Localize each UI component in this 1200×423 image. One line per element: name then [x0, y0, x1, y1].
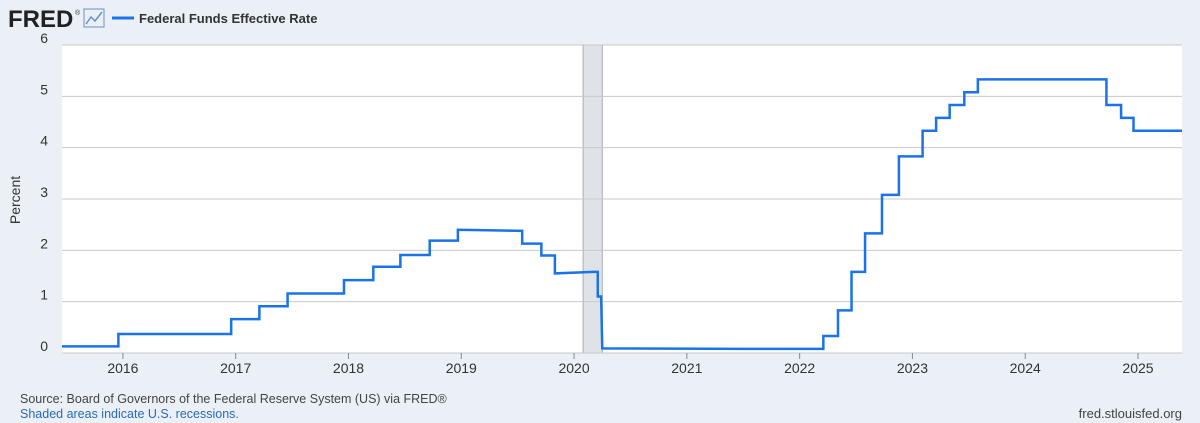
y-tick-label: 3 [40, 184, 48, 200]
logo-icon-line [85, 11, 103, 25]
source: Source: Board of Governors of the Federa… [20, 392, 448, 406]
x-tick-label: 2017 [220, 360, 251, 376]
y-axis-label: Percent [7, 176, 23, 224]
site: fred.stlouisfed.org [1079, 406, 1182, 421]
y-tick-label: 0 [40, 338, 48, 354]
y-tick-label: 1 [40, 287, 48, 303]
legend-label: Federal Funds Effective Rate [139, 11, 317, 26]
x-tick-label: 2019 [446, 360, 477, 376]
x-tick-label: 2020 [558, 360, 589, 376]
series-line [62, 78, 1182, 351]
x-tick-label: 2018 [333, 360, 364, 376]
y-tick-label: 5 [40, 81, 48, 97]
x-tick-label: 2022 [784, 360, 815, 376]
recession-note: Shaded areas indicate U.S. recessions. [20, 407, 239, 421]
x-tick-label: 2016 [107, 360, 138, 376]
logo-mark: ® [75, 9, 81, 17]
x-tick-label: 2025 [1122, 360, 1153, 376]
x-tick-label: 2021 [671, 360, 702, 376]
logo-icon [83, 8, 105, 28]
y-tick-label: 2 [40, 235, 48, 251]
y-tick-label: 6 [40, 30, 48, 46]
x-tick-label: 2024 [1010, 360, 1041, 376]
logo: FRED [8, 6, 73, 33]
y-tick-label: 4 [40, 133, 48, 149]
x-tick-label: 2023 [897, 360, 928, 376]
